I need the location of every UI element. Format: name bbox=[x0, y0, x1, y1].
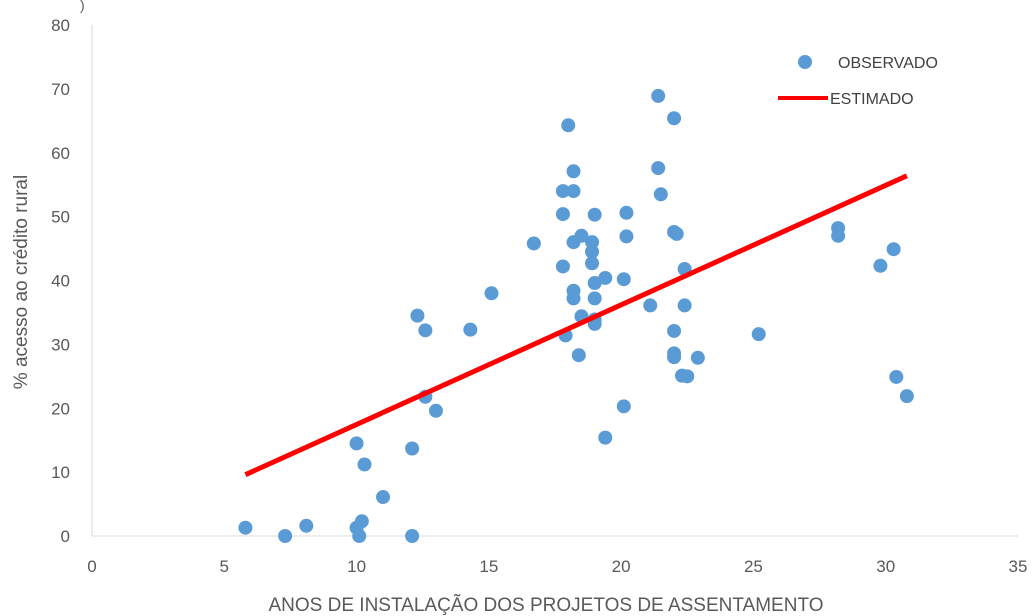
data-point bbox=[889, 369, 904, 384]
y-tick-label: 20 bbox=[51, 399, 70, 418]
data-point bbox=[831, 228, 846, 243]
x-tick-label: 0 bbox=[87, 557, 96, 576]
x-tick-label: 35 bbox=[1009, 557, 1028, 576]
data-point bbox=[376, 490, 391, 505]
y-axis-title: % acesso ao crédito rural bbox=[11, 175, 32, 389]
trend-line bbox=[244, 173, 908, 477]
data-point bbox=[299, 518, 314, 533]
data-point bbox=[566, 164, 581, 179]
data-point bbox=[585, 244, 600, 259]
data-point bbox=[616, 272, 631, 287]
data-point bbox=[405, 529, 420, 543]
estimated-trend-line bbox=[244, 173, 908, 477]
x-axis-title: ANOS DE INSTALAÇÃO DOS PROJETOS DE ASSEN… bbox=[269, 594, 824, 616]
data-point bbox=[643, 298, 658, 313]
data-point bbox=[619, 205, 634, 220]
data-point bbox=[669, 226, 684, 241]
data-point bbox=[574, 228, 589, 243]
data-point bbox=[418, 323, 433, 338]
x-tick-label: 25 bbox=[744, 557, 763, 576]
legend: OBSERVADO ESTIMADO bbox=[778, 55, 938, 108]
data-point bbox=[566, 291, 581, 306]
x-tick-label: 15 bbox=[479, 557, 498, 576]
data-point bbox=[278, 529, 293, 543]
data-point bbox=[587, 291, 602, 306]
data-point bbox=[899, 389, 914, 404]
data-point bbox=[651, 161, 666, 176]
data-point bbox=[677, 298, 692, 313]
x-tick-label: 5 bbox=[220, 557, 229, 576]
data-point bbox=[349, 436, 364, 451]
y-tick-label: 60 bbox=[51, 144, 70, 163]
data-point bbox=[428, 403, 443, 418]
data-point bbox=[886, 242, 901, 257]
x-axis-tick-labels: 0 5 10 15 20 25 30 35 bbox=[87, 557, 1027, 576]
legend-estimated-label: ESTIMADO bbox=[830, 91, 914, 108]
x-tick-label: 20 bbox=[612, 557, 631, 576]
data-point bbox=[690, 350, 705, 365]
data-point bbox=[667, 350, 682, 365]
y-tick-label: 80 bbox=[51, 16, 70, 35]
data-point bbox=[571, 348, 586, 363]
data-point bbox=[555, 259, 570, 274]
data-point bbox=[561, 118, 576, 133]
data-point bbox=[680, 369, 695, 384]
data-point bbox=[238, 520, 253, 535]
data-point bbox=[651, 88, 666, 103]
observed-points bbox=[238, 88, 914, 543]
clipped-label-fragment: ) bbox=[80, 0, 85, 13]
data-point bbox=[352, 529, 367, 543]
data-point bbox=[484, 286, 499, 301]
y-tick-label: 30 bbox=[51, 335, 70, 354]
data-point bbox=[667, 323, 682, 338]
data-point bbox=[587, 276, 602, 291]
data-point bbox=[566, 184, 581, 199]
data-point bbox=[873, 258, 888, 273]
legend-observed-marker bbox=[798, 55, 812, 69]
x-tick-label: 10 bbox=[347, 557, 366, 576]
data-point bbox=[463, 322, 478, 337]
y-axis-tick-labels: 0 10 20 30 40 50 60 70 80 bbox=[51, 16, 70, 546]
y-tick-label: 0 bbox=[61, 527, 70, 546]
y-tick-label: 40 bbox=[51, 272, 70, 291]
data-point bbox=[598, 430, 613, 445]
y-tick-label: 50 bbox=[51, 208, 70, 227]
data-point bbox=[598, 270, 613, 285]
data-point bbox=[653, 187, 668, 202]
data-point bbox=[555, 184, 570, 199]
data-point bbox=[405, 441, 420, 456]
y-tick-label: 10 bbox=[51, 463, 70, 482]
data-point bbox=[619, 229, 634, 244]
legend-observed-label: OBSERVADO bbox=[838, 55, 938, 72]
data-point bbox=[616, 399, 631, 414]
data-point bbox=[354, 514, 369, 529]
data-point bbox=[587, 207, 602, 222]
data-point bbox=[526, 236, 541, 251]
data-point bbox=[667, 111, 682, 126]
data-point bbox=[585, 235, 600, 250]
data-point bbox=[585, 256, 600, 271]
data-point bbox=[357, 457, 372, 472]
data-point bbox=[555, 207, 570, 222]
y-tick-label: 70 bbox=[51, 80, 70, 99]
data-point bbox=[410, 308, 425, 323]
x-tick-label: 30 bbox=[876, 557, 895, 576]
data-point bbox=[751, 327, 766, 342]
